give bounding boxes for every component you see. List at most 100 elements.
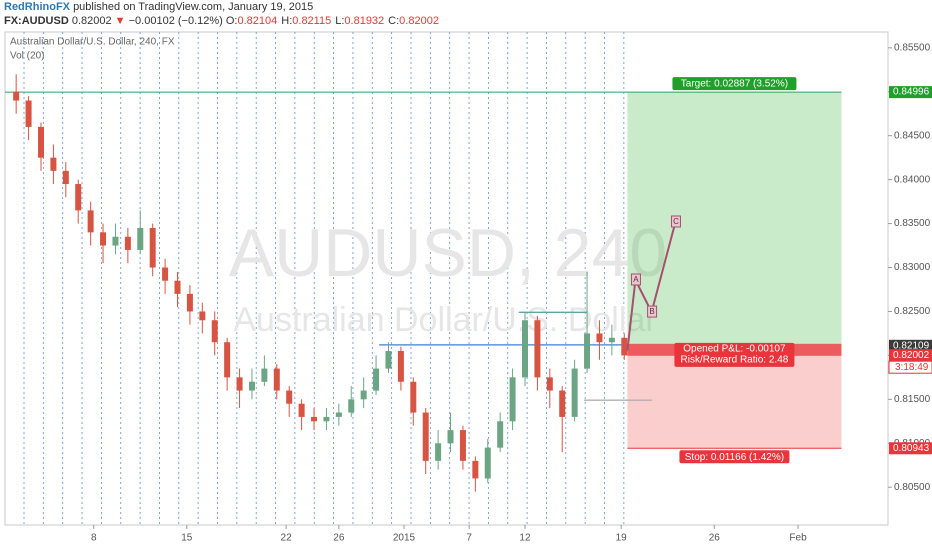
candle-body: [559, 390, 566, 417]
last: 0.82002: [71, 15, 112, 27]
candle-body: [162, 267, 169, 281]
pattern-point-label: B: [649, 307, 654, 316]
candle-body: [50, 157, 57, 171]
chart-title: Australian Dollar/U.S. Dollar, 240, FX: [10, 37, 175, 48]
candle-body: [509, 377, 516, 422]
ohlc-key: H:: [281, 15, 293, 27]
y-tick-label: 0.84500: [894, 130, 931, 141]
watermark-subtitle: Australian Dollar/U.S. Dollar: [233, 301, 656, 339]
x-tick-label: 19: [616, 533, 628, 544]
candle-body: [447, 430, 454, 444]
candle-body: [546, 377, 553, 391]
ohlc-value: 0.82002: [399, 15, 439, 27]
stop-label-bg: [679, 450, 790, 464]
pattern-line: [626, 221, 677, 351]
publish-line: RedRhinoFX published on TradingView.com,…: [4, 0, 443, 14]
ohlc-value: 0.82104: [237, 15, 278, 27]
stop-label: Stop: 0.01166 (1.42%): [685, 452, 784, 463]
candle-body: [484, 447, 491, 479]
candle-body: [521, 320, 528, 378]
candle-body: [37, 126, 44, 158]
symbol: FX:AUDUSD: [4, 15, 69, 27]
ohlc-value: 0.82115: [292, 15, 332, 27]
x-tick-label: Feb: [789, 533, 807, 544]
ohlc: O:0.82104 H:0.82115 L:0.81932 C:0.82002: [226, 15, 443, 27]
target-label-bg: [672, 77, 797, 91]
candle-body: [360, 390, 367, 400]
candle-body: [596, 333, 603, 343]
candle-body: [385, 351, 392, 369]
published: published on TradingView.com, January 19…: [73, 1, 314, 13]
candle-body: [584, 333, 591, 369]
author[interactable]: RedRhinoFX: [4, 1, 70, 13]
candle-body: [608, 337, 615, 343]
candle-body: [298, 403, 305, 417]
candle-body: [248, 381, 255, 391]
price-tag: [889, 86, 932, 99]
header: RedRhinoFX published on TradingView.com,…: [4, 0, 443, 28]
quote-line: FX:AUDUSD 0.82002 ▼ −0.00102 (−0.12%) O:…: [4, 14, 443, 28]
candle-body: [186, 293, 193, 312]
profit-zone: [627, 92, 842, 346]
arrow: ▼: [114, 15, 126, 27]
candle-body: [124, 236, 131, 250]
ohlc-value: 0.81932: [344, 15, 385, 27]
plot-frame: [4, 31, 889, 526]
price-tag: [889, 442, 932, 455]
candle-body: [435, 443, 442, 461]
candle-body: [199, 311, 206, 321]
price-tag-label: 0.80943: [893, 443, 930, 454]
ohlc-key: L:: [335, 15, 345, 27]
candle-body: [621, 337, 628, 356]
y-tick-label: 0.80500: [894, 482, 931, 493]
price-tag-label: 0.82002: [893, 350, 930, 361]
candle-body: [422, 412, 429, 461]
y-tick-label: 0.84000: [894, 174, 931, 185]
candle-body: [13, 91, 20, 101]
candle-body: [472, 460, 479, 479]
price-tag: [889, 339, 932, 352]
candle-body: [62, 170, 69, 185]
y-tick-label: 0.82500: [894, 306, 931, 317]
watermark: AUDUSD, 240: [229, 215, 667, 291]
x-tick-label: 26: [709, 533, 721, 544]
candle-body: [75, 184, 82, 211]
candle-body: [323, 416, 330, 422]
price-tag: [889, 349, 932, 362]
candle-body: [410, 381, 417, 413]
change: −0.00102 (−0.12%): [128, 15, 223, 27]
ohlc-key: C:: [388, 15, 400, 27]
price-tag-label: 0.82109: [893, 340, 930, 351]
candle-body: [373, 368, 380, 391]
target-label: Target: 0.02887 (3.52%): [681, 79, 788, 90]
pattern-point-label: A: [633, 275, 639, 284]
y-tick-label: 0.85500: [894, 42, 931, 53]
candle-body: [25, 100, 32, 127]
candle-body: [236, 377, 243, 391]
pattern-point-label: C: [673, 217, 679, 226]
x-tick-label: 2015: [393, 533, 416, 544]
x-tick-label: 26: [333, 533, 345, 544]
candle-body: [149, 227, 156, 268]
pattern-point-box: [647, 305, 658, 318]
candle-body: [100, 232, 107, 246]
countdown-bg: [888, 360, 932, 374]
y-tick-label: 0.83500: [894, 218, 931, 229]
x-tick-label: 12: [519, 533, 531, 544]
candle-body: [174, 280, 181, 294]
pattern-point-box: [670, 215, 681, 228]
candle-body: [335, 412, 342, 417]
x-tick-label: 7: [466, 533, 472, 544]
candle-body: [224, 342, 231, 378]
x-tick-label: 15: [181, 533, 193, 544]
candle-body: [273, 368, 280, 391]
candle-body: [112, 236, 119, 246]
ohlc-key: O:: [225, 15, 238, 27]
x-tick-label: 8: [91, 533, 97, 544]
pnl-label-bg: [674, 342, 795, 367]
candle-body: [571, 368, 578, 417]
candle-body: [261, 368, 268, 382]
candle-body: [211, 320, 218, 343]
price-tag-label: 0.84996: [893, 87, 930, 98]
candle-body: [311, 416, 318, 422]
